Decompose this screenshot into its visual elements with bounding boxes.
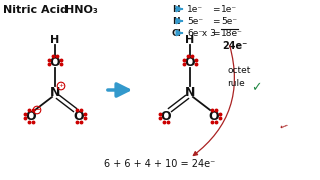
Text: N: N <box>50 86 60 98</box>
Text: ✓: ✓ <box>276 121 289 135</box>
Text: =: = <box>212 17 220 26</box>
FancyArrowPatch shape <box>193 46 235 156</box>
Text: +: + <box>58 83 64 88</box>
Text: 18e⁻: 18e⁻ <box>221 29 243 38</box>
Text: Nitric Acid: Nitric Acid <box>3 5 68 15</box>
Text: H: H <box>50 35 60 45</box>
Text: N: N <box>185 86 195 98</box>
Text: −: − <box>34 107 40 113</box>
Text: H: H <box>185 35 195 45</box>
Text: =: = <box>212 5 220 14</box>
Text: octet
rule: octet rule <box>227 66 250 88</box>
Text: N: N <box>172 17 180 26</box>
Text: Cl: Cl <box>172 29 182 38</box>
Text: 1e⁻: 1e⁻ <box>221 5 237 14</box>
Text: O: O <box>185 55 195 69</box>
Text: 6e⁻: 6e⁻ <box>187 29 203 38</box>
Text: =: = <box>212 29 220 38</box>
Text: 5e⁻: 5e⁻ <box>187 17 203 26</box>
Text: 1e⁻: 1e⁻ <box>187 5 203 14</box>
Text: 5e⁻: 5e⁻ <box>221 17 237 26</box>
Text: x 3: x 3 <box>199 29 216 38</box>
Text: O: O <box>161 109 171 123</box>
Text: O: O <box>26 109 36 123</box>
Text: H: H <box>172 5 180 14</box>
Text: O: O <box>50 55 60 69</box>
Text: HNO₃: HNO₃ <box>65 5 98 15</box>
Text: 24e⁻: 24e⁻ <box>222 41 247 51</box>
Text: O: O <box>74 109 84 123</box>
Text: 6 + 6 + 4 + 10 = 24e⁻: 6 + 6 + 4 + 10 = 24e⁻ <box>104 159 216 169</box>
Text: ✓: ✓ <box>251 82 261 94</box>
Text: O: O <box>209 109 219 123</box>
